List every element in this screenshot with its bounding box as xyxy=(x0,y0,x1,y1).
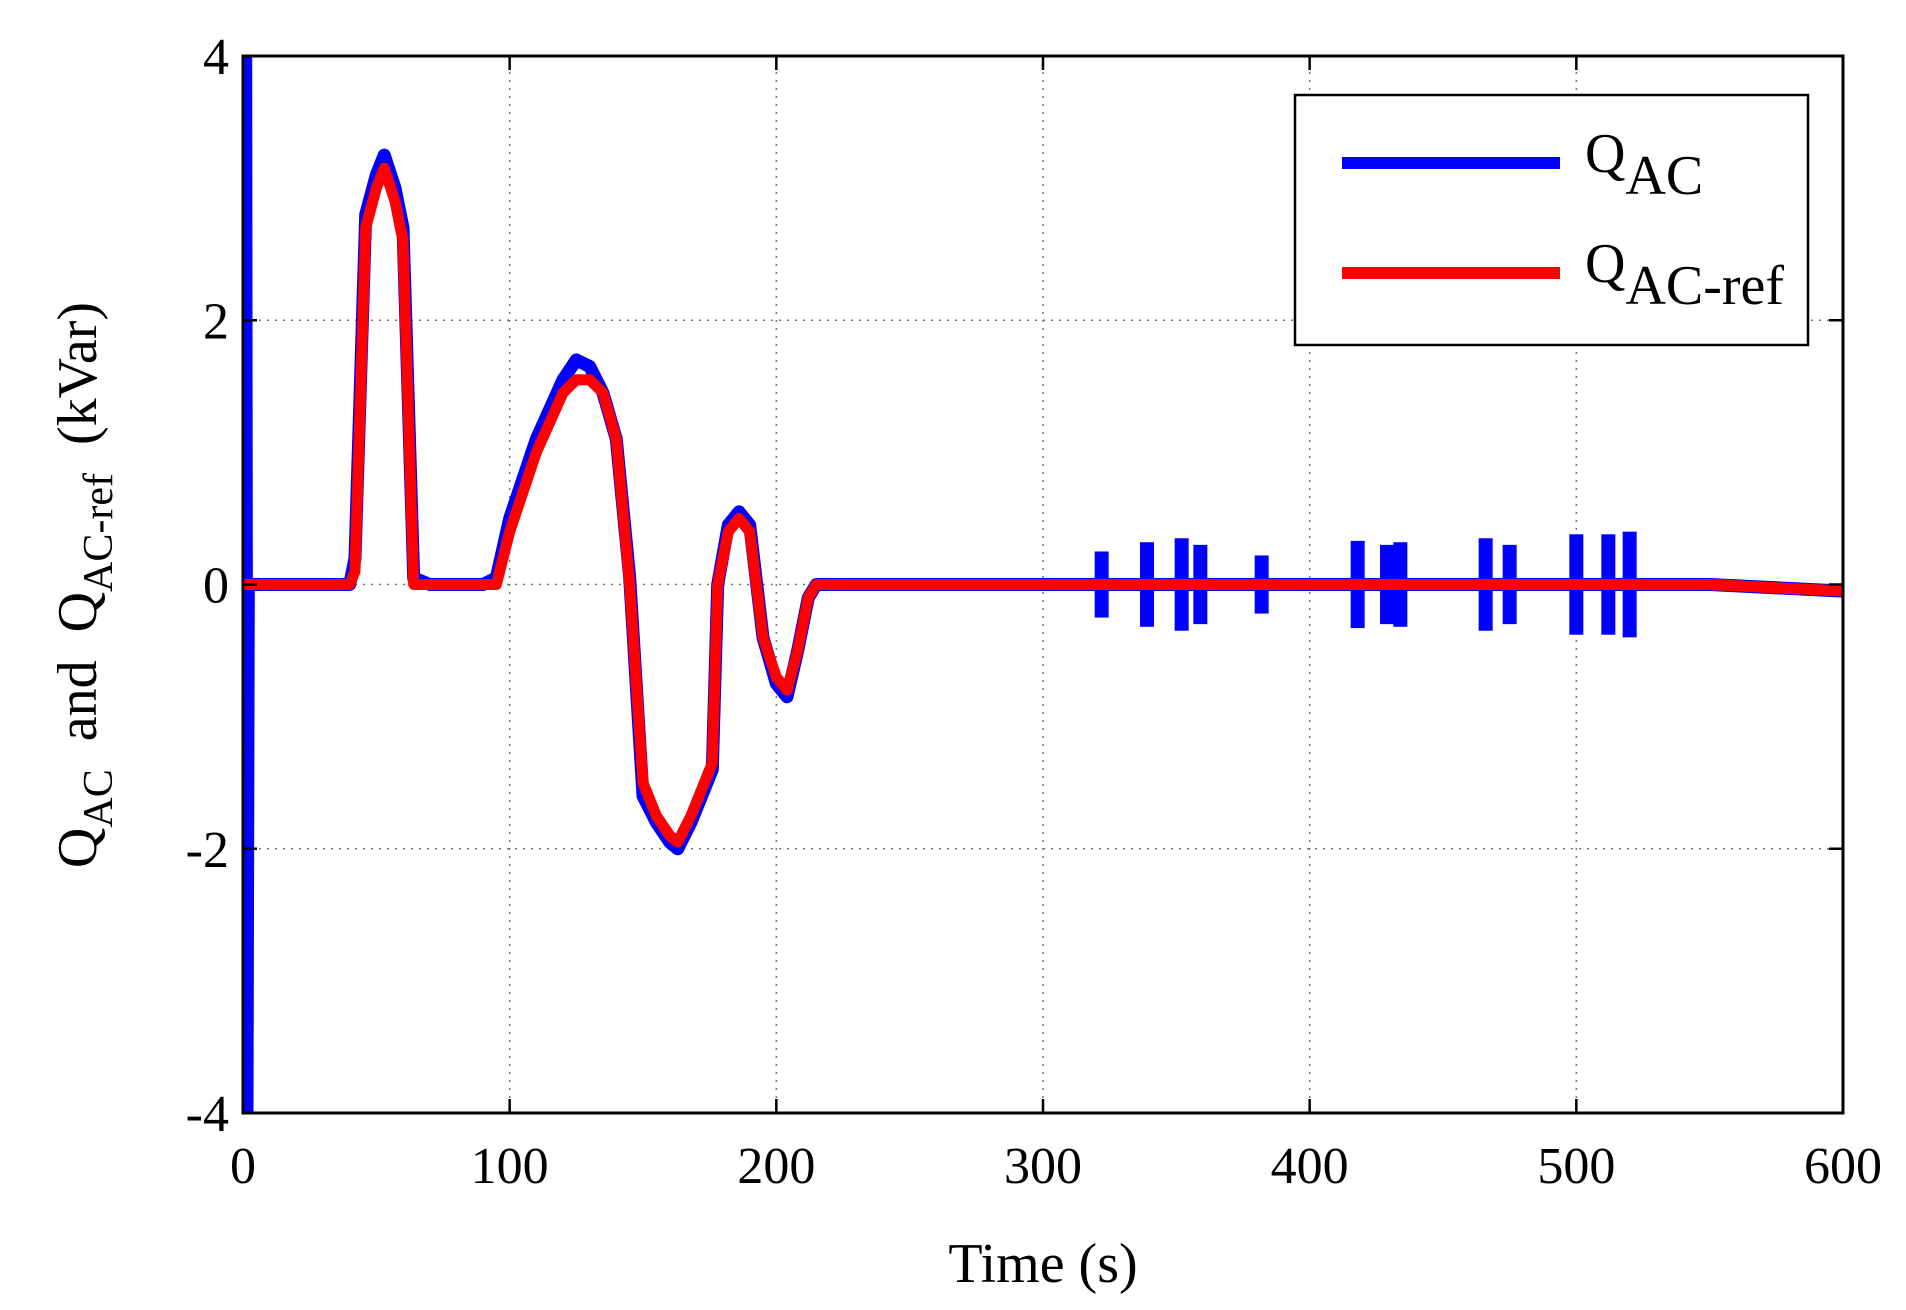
y-tick-label-2: 2 xyxy=(203,293,229,350)
y-tick-label-4: 4 xyxy=(203,29,229,86)
y-tick-labels: 4 2 0 -2 -4 xyxy=(186,29,229,1143)
x-tick-label-100: 100 xyxy=(471,1138,549,1195)
y-tick-label-0: 0 xyxy=(203,558,229,615)
legend-label-q-ac-ref: QAC-ref xyxy=(1585,233,1784,317)
y-title-q1: Q xyxy=(47,828,109,868)
x-tick-label-400: 400 xyxy=(1271,1138,1349,1195)
legend-q-ac-ref-main: Q xyxy=(1585,233,1625,295)
legend-box xyxy=(1293,93,1810,347)
legend-q-ac-main: Q xyxy=(1585,123,1625,185)
x-tick-label-300: 300 xyxy=(1004,1138,1082,1195)
y-title-unit: (kVar) xyxy=(47,302,109,473)
series-q-ac-ref xyxy=(243,162,1843,848)
y-tick-label--2: -2 xyxy=(186,822,229,879)
x-tick-label-500: 500 xyxy=(1537,1138,1615,1195)
x-tick-label-0: 0 xyxy=(230,1138,256,1195)
x-tick-label-200: 200 xyxy=(737,1138,815,1195)
series-line-q-ac-ref xyxy=(243,162,1843,848)
axis-ticks xyxy=(241,54,1845,1115)
x-tick-label-600: 600 xyxy=(1804,1138,1882,1195)
y-title-and: and xyxy=(47,632,109,769)
data-series xyxy=(243,56,1843,1113)
y-title-sub2: AC-ref xyxy=(76,473,122,592)
y-tick-label--4: -4 xyxy=(186,1086,229,1143)
y-title-sub1: AC xyxy=(76,769,122,827)
x-tick-labels: 0 100 200 300 400 500 600 xyxy=(230,1138,1882,1195)
y-axis-title: QAC and QAC-ref (kVar) xyxy=(47,302,122,868)
y-title-q2: Q xyxy=(47,592,109,632)
legend: QAC QAC-ref xyxy=(1293,93,1810,347)
x-axis-title: Time (s) xyxy=(948,1233,1137,1295)
legend-q-ac-sub: AC xyxy=(1625,145,1703,207)
legend-label-q-ac: QAC xyxy=(1585,123,1703,207)
legend-q-ac-ref-sub: AC-ref xyxy=(1625,255,1784,317)
